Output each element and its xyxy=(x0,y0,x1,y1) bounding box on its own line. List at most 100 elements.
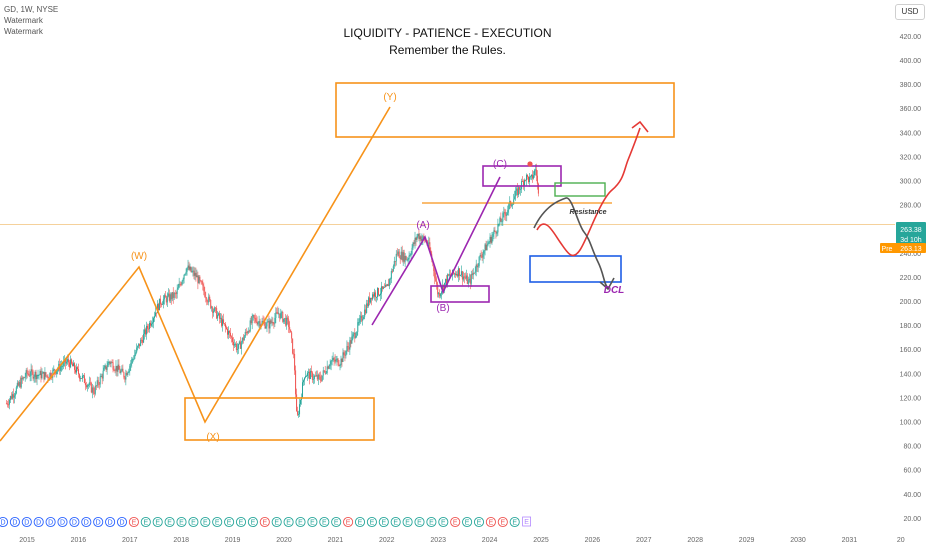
chart-title: LIQUIDITY - PATIENCE - EXECUTION xyxy=(343,26,552,40)
candle-body xyxy=(246,332,248,334)
candle-body xyxy=(407,259,409,261)
candle-body xyxy=(255,318,257,322)
candle-body xyxy=(237,343,239,349)
event-marker xyxy=(235,516,247,528)
candle-body xyxy=(192,270,194,272)
wave-label: (C) xyxy=(493,159,507,170)
candle-body xyxy=(477,265,479,268)
x-tick-label: 2018 xyxy=(173,537,189,544)
candle-body xyxy=(418,233,420,240)
candle-body xyxy=(305,376,307,377)
event-marker-label: E xyxy=(334,520,339,527)
candle-body xyxy=(73,363,75,367)
candle-body xyxy=(280,312,282,319)
candle-body xyxy=(387,284,389,287)
candle-body xyxy=(503,212,505,214)
candle-body xyxy=(535,169,537,176)
candle-body xyxy=(310,370,312,373)
candle-body xyxy=(382,287,384,289)
y-tick-label: 120.00 xyxy=(900,395,922,402)
event-marker xyxy=(366,516,377,528)
candle-body xyxy=(505,214,507,216)
candle-body xyxy=(39,371,41,376)
event-marker xyxy=(164,516,175,528)
candle-body xyxy=(38,375,40,376)
x-target-box xyxy=(184,397,375,441)
event-marker xyxy=(462,516,473,528)
candle-body xyxy=(498,223,500,225)
candle-body xyxy=(99,376,101,385)
candle-body xyxy=(340,358,342,366)
event-marker xyxy=(295,516,306,528)
candle-body xyxy=(317,374,319,380)
candle-body xyxy=(361,315,363,321)
candle-body xyxy=(269,320,271,329)
candle-body xyxy=(120,370,122,374)
event-marker xyxy=(93,516,104,528)
x-tick-label: 2020 xyxy=(276,537,292,544)
candle-body xyxy=(424,238,426,242)
candle-body xyxy=(135,352,137,355)
candle-body xyxy=(248,331,250,332)
event-marker xyxy=(0,516,9,528)
candle-body xyxy=(356,331,358,336)
candle-body xyxy=(172,292,174,298)
symbol-line: GD, 1W, NYSE xyxy=(4,5,59,14)
candle-body xyxy=(346,346,348,351)
candle-body xyxy=(210,299,212,309)
candle-body xyxy=(226,327,228,329)
candle-body xyxy=(528,176,530,183)
candle-body xyxy=(365,309,367,313)
y-tick-label: 420.00 xyxy=(900,34,922,41)
candle-body xyxy=(216,308,218,319)
candle-body xyxy=(14,393,16,396)
candle-body xyxy=(527,174,529,177)
event-marker-label: E xyxy=(393,520,398,527)
candle-body xyxy=(180,284,182,286)
candle-body xyxy=(279,313,281,319)
candle-body xyxy=(188,265,190,270)
candle-body xyxy=(304,376,306,378)
candle-body xyxy=(392,266,394,272)
candle-body xyxy=(502,213,504,222)
candle-body xyxy=(484,244,486,251)
event-marker-label: D xyxy=(72,520,77,527)
candle-body xyxy=(243,336,245,341)
candle-body xyxy=(398,251,400,258)
candle-body xyxy=(119,369,121,374)
candle-body xyxy=(404,256,406,262)
currency-button[interactable]: USD xyxy=(895,4,925,20)
candle-body xyxy=(352,334,354,337)
y-tick-label: 20.00 xyxy=(903,516,921,523)
candle-body xyxy=(173,293,175,298)
candle-body xyxy=(256,321,258,325)
candle-body xyxy=(190,266,192,272)
bar-countdown: 3d 10h xyxy=(900,237,922,244)
candle-body xyxy=(504,212,506,215)
event-marker-label: D xyxy=(96,520,101,527)
candle-body xyxy=(191,271,193,273)
event-marker xyxy=(128,516,139,528)
candle-body xyxy=(18,381,20,386)
candle-body xyxy=(60,366,62,371)
candle-body xyxy=(69,362,71,368)
candle-body xyxy=(126,372,128,376)
candle-body xyxy=(337,358,339,366)
candle-body xyxy=(533,170,535,176)
candle-body xyxy=(142,339,144,343)
candle-body xyxy=(326,366,328,374)
candle-body xyxy=(258,321,260,323)
candle-body xyxy=(81,375,83,379)
candle-body xyxy=(486,244,488,251)
candle-body xyxy=(516,188,518,191)
candle-body xyxy=(45,372,47,376)
event-marker-label: E xyxy=(322,520,327,527)
candle-body xyxy=(178,283,180,288)
candle-body xyxy=(386,284,388,286)
candle-body xyxy=(448,274,450,276)
candle-body xyxy=(433,263,435,272)
y-target-box xyxy=(335,82,675,138)
candle-body xyxy=(7,404,9,406)
candle-body xyxy=(492,233,494,237)
